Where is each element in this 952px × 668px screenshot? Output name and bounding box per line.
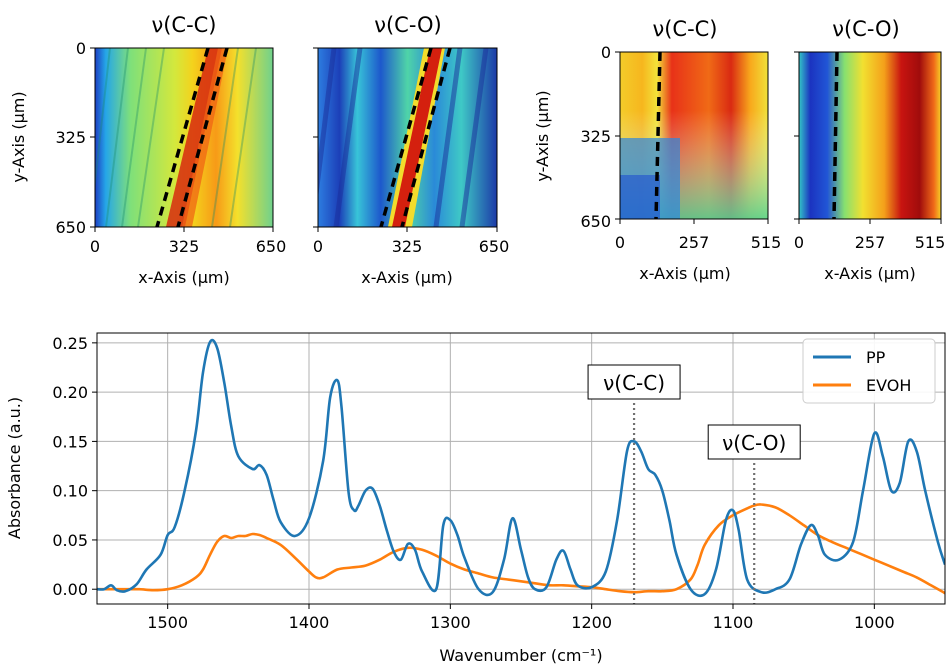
- map2-ylabel: y-Axis (μm): [533, 90, 552, 181]
- map1-xtick-label: 0: [313, 237, 323, 256]
- y-tick-label: 0.20: [52, 383, 88, 402]
- spectrum-axes-frame: [96, 332, 946, 605]
- y-tick-label: 0.15: [52, 432, 88, 451]
- legend-label: PP: [866, 348, 886, 367]
- spectrum-ticks: 1500 1400 1300 1200 1100 1000 0.00 0.05 0.10 0.15…: [52, 334, 894, 632]
- map2-xtick-label: 515: [751, 233, 782, 252]
- legend-label: EVOH: [866, 376, 911, 395]
- map2-xlabel: x-Axis (μm): [639, 264, 730, 283]
- map0-boundary-line: [176, 48, 229, 227]
- spectrum-series: [97, 338, 945, 598]
- map0-boundary-line: [155, 48, 210, 227]
- map0-ylabel: y-Axis (μm): [9, 91, 28, 182]
- map1-xlabel: x-Axis (μm): [361, 268, 452, 287]
- annotation-label: ν(C-O): [722, 431, 786, 455]
- map0-ytick-label: 0: [76, 39, 86, 58]
- spectrum-legend: PP EVOH: [802, 338, 936, 404]
- map0-xtick-label: 325: [169, 237, 200, 256]
- x-tick-label: 1200: [571, 613, 612, 632]
- map2-title: ν(C-C): [652, 17, 717, 41]
- x-tick-label: 1400: [289, 613, 330, 632]
- annotation-box: [707, 424, 801, 460]
- map0-xticks: 0 325 650: [90, 227, 286, 256]
- spectrum-ylabel: Absorbance (a.u.): [5, 397, 24, 539]
- x-tick-label: 1500: [147, 613, 188, 632]
- map0-xtick-label: 650: [256, 237, 287, 256]
- map3-xtick-label: 0: [794, 233, 804, 252]
- map1-ticks: 0 325 650: [313, 47, 510, 256]
- map0-texture: [95, 48, 257, 227]
- y-tick-label: 0.10: [52, 482, 88, 501]
- map1-boundary-line: [379, 48, 433, 227]
- x-tick-label: 1300: [430, 613, 471, 632]
- legend-box: [802, 338, 936, 404]
- map1-xtick-label: 325: [392, 237, 423, 256]
- map0-yticks: 0 325 650: [55, 39, 95, 237]
- heatmap-cc-right: ν(C-C) 0 325 650 0 257 515 x-Axis (μm) y…: [533, 17, 781, 283]
- y-tick-label: 0.05: [52, 531, 88, 550]
- annotation-label: ν(C-C): [603, 371, 665, 395]
- spectrum-line-chart: ν(C-C) ν(C-O) 1500 1400 1300 1200 1100 1000 0.0…: [5, 332, 946, 665]
- map2-xtick-label: 257: [679, 233, 710, 252]
- map0-title: ν(C-C): [151, 13, 216, 37]
- map3-xlabel: x-Axis (μm): [824, 264, 915, 283]
- x-tick-label: 1000: [854, 613, 895, 632]
- map2-boundary-line: [654, 52, 662, 219]
- map0-xtick-label: 0: [90, 237, 100, 256]
- annotation-box: [587, 364, 681, 400]
- y-tick-label: 0.00: [52, 580, 88, 599]
- map1-boundary-line: [400, 48, 452, 227]
- map2-ytick-label: 0: [601, 43, 611, 62]
- map3-boundary-line: [832, 52, 839, 219]
- map3-xtick-label: 257: [855, 233, 886, 252]
- map2-xtick-label: 0: [615, 233, 625, 252]
- series-line-pp: [97, 338, 945, 598]
- heatmap-cc-left: ν(C-C) 0 325 650 0 325 650 x-Axis (: [9, 13, 286, 287]
- map3-title: ν(C-O): [832, 17, 899, 41]
- map1-xtick-label: 650: [479, 237, 510, 256]
- map2-ytick-label: 650: [580, 212, 611, 231]
- map0-ytick-label: 325: [55, 128, 86, 147]
- map3-xtick-label: 515: [915, 233, 946, 252]
- map1-title: ν(C-O): [374, 13, 441, 37]
- spectrum-annotations: ν(C-C) ν(C-O): [587, 364, 801, 604]
- series-line-evoh: [97, 503, 945, 595]
- spectrum-xlabel: Wavenumber (cm⁻¹): [439, 646, 602, 665]
- heatmap-co-right: ν(C-O) 0 257 515 x-Axis (μm): [794, 17, 945, 283]
- x-tick-label: 1100: [713, 613, 754, 632]
- map0-xlabel: x-Axis (μm): [138, 268, 229, 287]
- map2-ytick-label: 325: [580, 127, 611, 146]
- map1-texture: [318, 48, 489, 227]
- map2-ticks: 0 325 650 0 257 515: [580, 43, 781, 252]
- heatmap-co-left: ν(C-O) 0 325 650 x-Axis (μm): [313, 13, 510, 287]
- map3-ticks: 0 257 515: [794, 51, 946, 252]
- map0-ytick-label: 650: [55, 218, 86, 237]
- y-tick-label: 0.25: [52, 334, 88, 353]
